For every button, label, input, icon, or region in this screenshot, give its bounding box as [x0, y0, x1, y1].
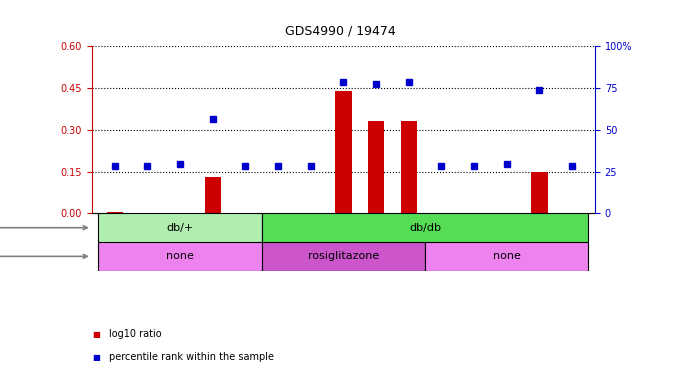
Text: GSM904679: GSM904679	[437, 214, 446, 260]
Text: db/+: db/+	[167, 223, 194, 233]
Bar	[99, 242, 262, 271]
Bar	[531, 172, 547, 214]
Text: ■: ■	[92, 329, 100, 339]
Text: GSM904686: GSM904686	[339, 214, 348, 260]
Bar	[466, 214, 482, 215]
Text: ■: ■	[92, 353, 100, 362]
Bar	[107, 212, 123, 214]
Text: GSM904683: GSM904683	[568, 214, 577, 260]
Text: rosiglitazone: rosiglitazone	[308, 252, 379, 262]
Text: GDS4990 / 19474: GDS4990 / 19474	[285, 25, 395, 38]
Text: GSM904677: GSM904677	[208, 214, 217, 260]
Text: percentile rank within the sample: percentile rank within the sample	[109, 352, 274, 362]
Text: GSM904685: GSM904685	[306, 214, 316, 260]
Bar	[172, 214, 188, 215]
Bar	[237, 214, 254, 215]
Text: agent: agent	[0, 252, 87, 262]
Bar	[433, 214, 449, 215]
Text: GSM904678: GSM904678	[241, 214, 250, 260]
Text: GSM904680: GSM904680	[470, 214, 479, 260]
Bar	[401, 121, 417, 214]
Text: genotype/variation: genotype/variation	[0, 223, 87, 233]
Text: GSM904676: GSM904676	[175, 214, 184, 260]
Text: GSM904675: GSM904675	[143, 214, 152, 260]
Bar	[498, 214, 515, 215]
Text: none: none	[166, 252, 194, 262]
Bar	[262, 214, 588, 242]
Bar	[139, 214, 156, 215]
Bar	[262, 242, 425, 271]
Bar	[335, 91, 352, 214]
Text: GSM904684: GSM904684	[273, 214, 283, 260]
Text: GSM904687: GSM904687	[371, 214, 381, 260]
Text: GSM904682: GSM904682	[535, 214, 544, 260]
Bar	[368, 121, 384, 214]
Text: none: none	[493, 252, 521, 262]
Text: GSM904688: GSM904688	[404, 214, 413, 260]
Bar	[425, 242, 588, 271]
Bar	[303, 214, 319, 215]
Text: log10 ratio: log10 ratio	[109, 329, 161, 339]
Bar	[564, 214, 580, 215]
Bar	[99, 214, 262, 242]
Bar	[270, 214, 286, 215]
Text: GSM904674: GSM904674	[110, 214, 119, 260]
Bar	[205, 177, 221, 214]
Text: GSM904681: GSM904681	[503, 214, 511, 260]
Text: db/db: db/db	[409, 223, 441, 233]
